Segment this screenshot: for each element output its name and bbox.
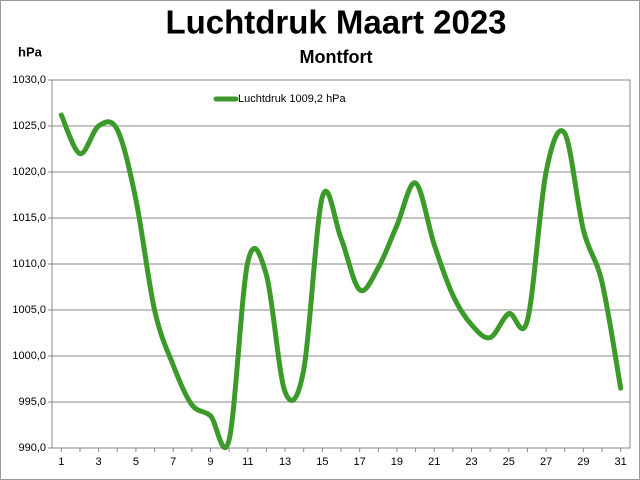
- y-tick-label: 1000,0: [12, 350, 46, 362]
- chart-subtitle: Montfort: [300, 47, 373, 67]
- x-tick-label: 29: [577, 456, 589, 468]
- y-tick-label: 1010,0: [12, 258, 46, 270]
- data-line: [58, 112, 624, 451]
- x-tick-label: 1: [58, 456, 64, 468]
- x-tick-label: 27: [540, 456, 552, 468]
- x-tick-label: 17: [354, 456, 366, 468]
- y-tick-label: 1030,0: [12, 74, 46, 86]
- legend-label: Luchtdruk 1009,2 hPa: [238, 93, 347, 105]
- x-tick-label: 21: [428, 456, 440, 468]
- y-tick-label: 1005,0: [12, 304, 46, 316]
- x-tick-label: 7: [170, 456, 176, 468]
- x-tick-label: 25: [503, 456, 515, 468]
- x-tick-label: 11: [242, 456, 253, 468]
- x-tick-label: 5: [133, 456, 139, 468]
- y-tick-label: 1020,0: [12, 166, 46, 178]
- x-tick-label: 9: [207, 456, 213, 468]
- x-tick-label: 23: [465, 456, 477, 468]
- x-tick-label: 31: [615, 456, 627, 468]
- y-tick-label: 990,0: [18, 442, 46, 454]
- x-tick-label: 19: [391, 456, 403, 468]
- y-axis-label: hPa: [18, 44, 43, 59]
- y-tick-label: 995,0: [18, 396, 46, 408]
- y-tick-label: 1025,0: [12, 120, 46, 132]
- x-tick-label: 15: [316, 456, 328, 468]
- chart-title: Luchtdruk Maart 2023: [165, 4, 506, 41]
- y-tick-label: 1015,0: [12, 212, 46, 224]
- x-tick-label: 13: [279, 456, 291, 468]
- x-tick-label: 3: [96, 456, 102, 468]
